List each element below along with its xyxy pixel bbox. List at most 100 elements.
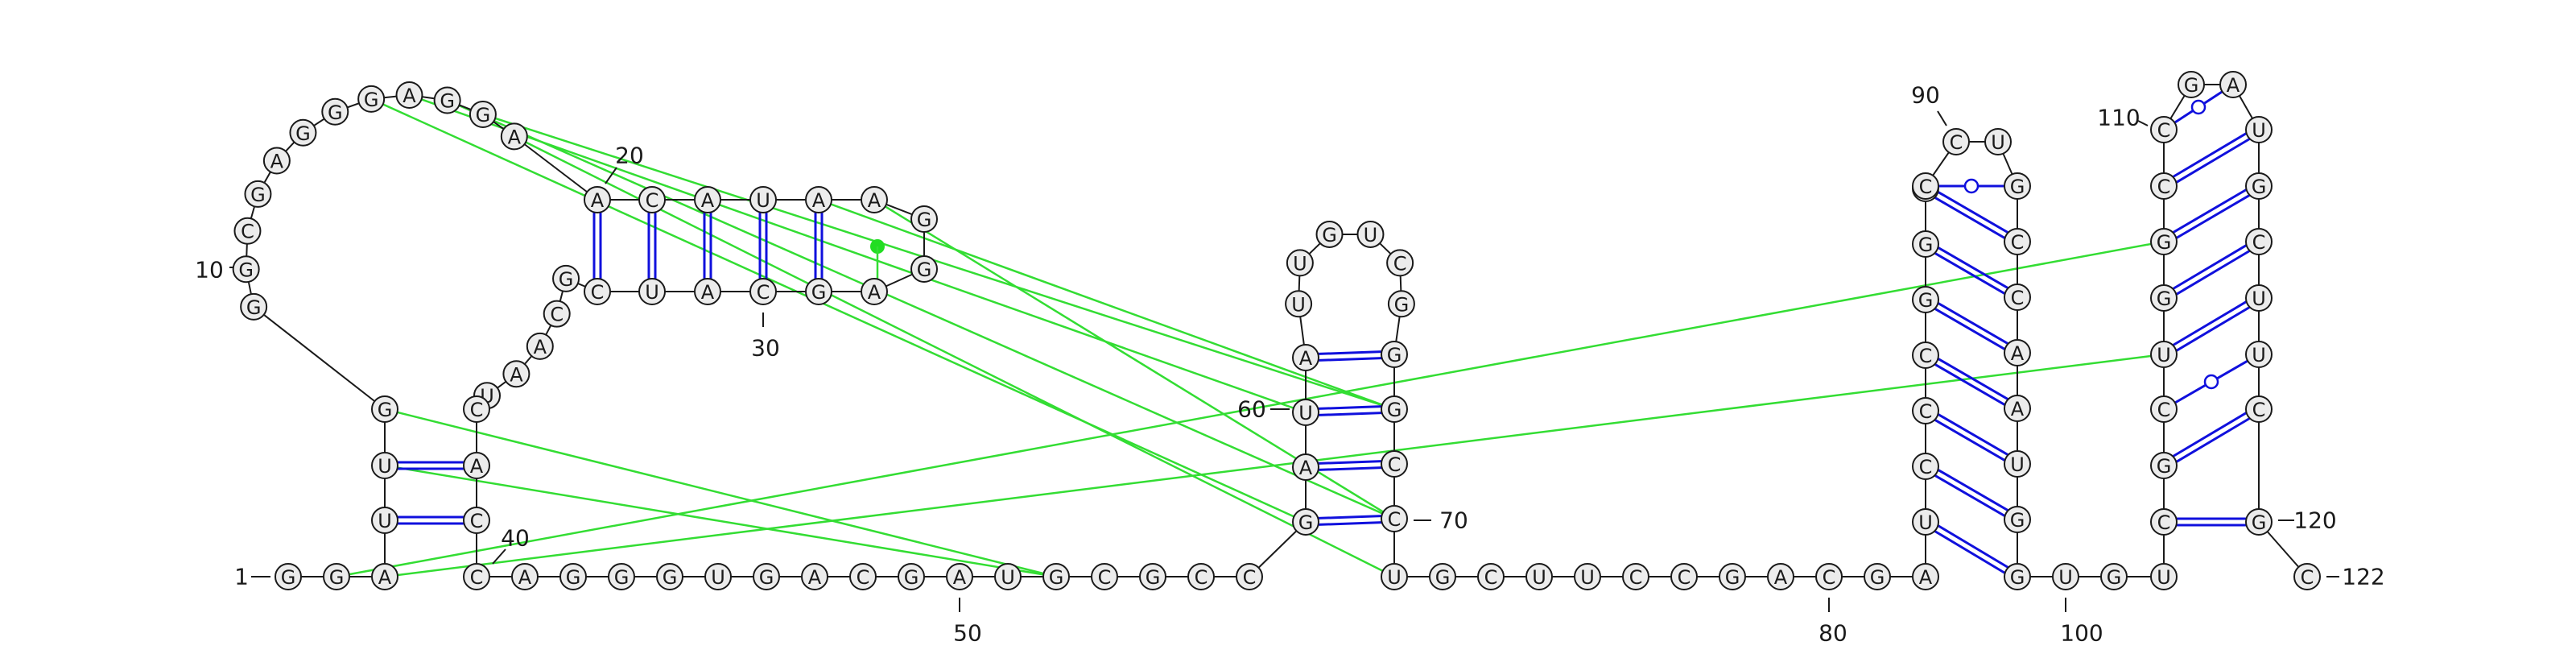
nucleotide-letter: C (1388, 508, 1402, 531)
nucleotide-circle (1292, 453, 1319, 481)
nucleotide-circle (2245, 284, 2273, 312)
nucleotide-16: G (433, 86, 461, 114)
nucleotide-11: A (262, 147, 291, 175)
nucleotide-81: C (1815, 563, 1843, 590)
nucleotide-18: A (500, 122, 528, 151)
nucleotide-circle (608, 563, 635, 590)
nucleotide-circle (2245, 508, 2273, 536)
nucleotide-66: C (1386, 249, 1414, 277)
nucleotide-circle (2004, 506, 2031, 533)
pseudoknot-interaction-line (336, 240, 2165, 578)
watson-crick-bond (1318, 460, 1381, 465)
nucleotide-circle (2150, 116, 2178, 143)
nucleotide-38: C (463, 395, 490, 423)
wobble-marker (1963, 178, 1979, 194)
nucleotide-letter: C (470, 510, 484, 532)
nucleotide-letter: G (2010, 176, 2025, 198)
position-label-10: 10 (195, 257, 224, 284)
nucleotide-letter: G (1146, 566, 1161, 589)
nucleotide-letter: G (364, 89, 379, 111)
position-label-30: 30 (751, 335, 780, 362)
nucleotide-letter: G (1918, 234, 1934, 256)
nucleotide-circle (463, 395, 490, 423)
nucleotide-102: U (2052, 563, 2079, 590)
nucleotide-circle (638, 186, 666, 213)
nucleotide-circle (2245, 341, 2273, 368)
nucleotide-letter: A (1919, 566, 1933, 589)
position-tick-90 (1937, 110, 1947, 126)
nucleotide-circle (801, 563, 828, 590)
pseudoknot-interaction-line (818, 198, 1395, 411)
nucleotide-75: U (1525, 563, 1553, 590)
nucleotide-circle (511, 563, 539, 590)
nucleotide-circle (1139, 563, 1166, 590)
nucleotide-circle (1091, 563, 1118, 590)
nucleotide-letter: G (2252, 176, 2267, 198)
nucleotide-34: C (543, 300, 571, 328)
nucleotide-circle (704, 563, 732, 590)
nucleotide-letter: G (2157, 288, 2172, 310)
nucleotide-27: A (861, 278, 888, 305)
nucleotide-113: G (2178, 71, 2205, 98)
nucleotide-circle (1381, 395, 1408, 423)
nucleotide-circle (357, 85, 386, 113)
nucleotide-circle (1912, 453, 1939, 480)
position-label-120: 120 (2293, 507, 2336, 534)
nucleotide-circle (910, 205, 938, 233)
nucleotide-circle (463, 452, 490, 479)
nucleotide-40: C (463, 507, 490, 534)
nucleotide-circle (323, 563, 350, 590)
watson-crick-bond (1938, 191, 2008, 234)
watson-crick-bond (1934, 308, 2005, 350)
nucleotide-115: U (2245, 116, 2273, 143)
position-label-40: 40 (501, 525, 530, 552)
nucleotide-circle (805, 186, 832, 213)
position-tick-110 (2137, 120, 2149, 126)
watson-crick-bond (2176, 250, 2251, 296)
nucleotide-circle (1912, 397, 1939, 424)
nucleotide-letter: C (2252, 399, 2266, 421)
nucleotide-circle (1292, 399, 1319, 426)
watson-crick-bond (1319, 357, 1382, 362)
watson-crick-bond (1318, 515, 1381, 519)
nucleotide-107: C (2150, 395, 2178, 423)
nucleotide-circle (500, 122, 528, 151)
nucleotide-35: A (526, 332, 554, 360)
nucleotide-letter: G (1918, 289, 1934, 312)
nucleotide-letter: G (476, 104, 491, 126)
nucleotide-43: G (559, 563, 587, 590)
pseudoknot-interaction-line (384, 408, 1057, 578)
nucleotide-circle (1912, 286, 1939, 313)
nucleotide-letter: C (1388, 453, 1402, 476)
nucleotide-letter: U (1387, 566, 1402, 589)
nucleotide-circle (1315, 220, 1344, 248)
nucleotide-23: A (805, 186, 832, 213)
nucleotide-64: G (1315, 220, 1344, 248)
nucleotide-86: C (1912, 397, 1939, 424)
nucleotide-letter: C (2157, 119, 2171, 142)
nucleotide-105: C (2150, 508, 2178, 536)
nucleotide-46: U (704, 563, 732, 590)
nucleotide-71: C (1381, 505, 1408, 532)
nucleotide-letter: C (1629, 566, 1643, 589)
nucleotide-letter: C (470, 566, 484, 589)
nucleotide-118: U (2245, 284, 2273, 312)
nucleotide-circle (463, 563, 490, 590)
nucleotide-letter: G (2010, 566, 2025, 589)
nucleotide-70: C (1381, 450, 1408, 478)
nucleotide-104: U (2150, 563, 2178, 590)
nucleotide-letter: A (378, 566, 392, 589)
nucleotide-letter: G (329, 566, 345, 589)
nucleotide-letter: U (2157, 344, 2171, 366)
nucleotide-94: G (2004, 172, 2031, 200)
nucleotide-121: G (2245, 508, 2273, 536)
nucleotide-circle (2150, 228, 2178, 255)
nucleotide-99: U (2004, 450, 2031, 478)
nucleotide-circle (1477, 563, 1505, 590)
nucleotide-circle (2004, 172, 2031, 200)
pseudoknot-interaction-line (384, 464, 1057, 578)
nucleotide-89: G (1912, 230, 1939, 258)
nucleotide-letter: A (270, 151, 284, 173)
nucleotide-101: G (2004, 563, 2031, 590)
watson-crick-bond (2172, 132, 2247, 178)
